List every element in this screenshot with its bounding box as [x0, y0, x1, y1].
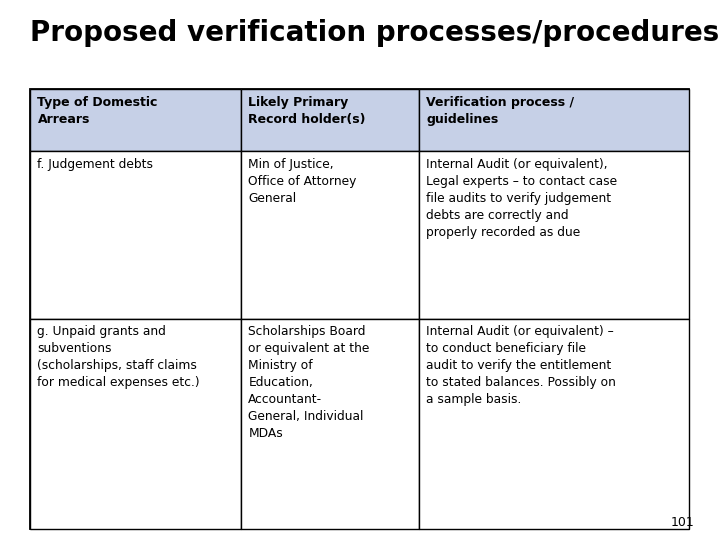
Bar	[30, 89, 689, 529]
Text: Scholarships Board
or equivalent at the
Ministry of
Education,
Accountant-
Gener: Scholarships Board or equivalent at the …	[248, 325, 370, 440]
Bar	[419, 151, 689, 319]
Text: Type of Domestic
Arrears: Type of Domestic Arrears	[37, 96, 158, 126]
Bar	[30, 89, 241, 151]
Bar	[419, 319, 689, 529]
Bar	[241, 89, 419, 151]
Bar	[241, 89, 419, 151]
Bar	[30, 89, 241, 151]
Bar	[419, 89, 689, 151]
Bar	[241, 151, 419, 319]
Text: Internal Audit (or equivalent),
Legal experts – to contact case
file audits to v: Internal Audit (or equivalent), Legal ex…	[426, 158, 617, 239]
Bar	[419, 89, 689, 151]
Text: Internal Audit (or equivalent) –
to conduct beneficiary file
audit to verify the: Internal Audit (or equivalent) – to cond…	[426, 325, 616, 406]
Bar	[241, 319, 419, 529]
Bar	[241, 151, 419, 319]
Bar	[419, 151, 689, 319]
Text: 101: 101	[671, 516, 695, 529]
Text: g. Unpaid grants and
subventions
(scholarships, staff claims
for medical expense: g. Unpaid grants and subventions (schola…	[37, 325, 200, 389]
Bar	[419, 319, 689, 529]
Bar	[30, 319, 241, 529]
Text: Verification process /
guidelines: Verification process / guidelines	[426, 96, 575, 126]
Text: Likely Primary
Record holder(s): Likely Primary Record holder(s)	[248, 96, 366, 126]
Text: f. Judgement debts: f. Judgement debts	[37, 158, 153, 171]
Bar	[30, 151, 241, 319]
Bar	[30, 151, 241, 319]
Text: Min of Justice,
Office of Attorney
General: Min of Justice, Office of Attorney Gener…	[248, 158, 357, 205]
Bar	[241, 319, 419, 529]
Text: Proposed verification processes/procedures: Proposed verification processes/procedur…	[30, 19, 719, 47]
Bar	[30, 319, 241, 529]
